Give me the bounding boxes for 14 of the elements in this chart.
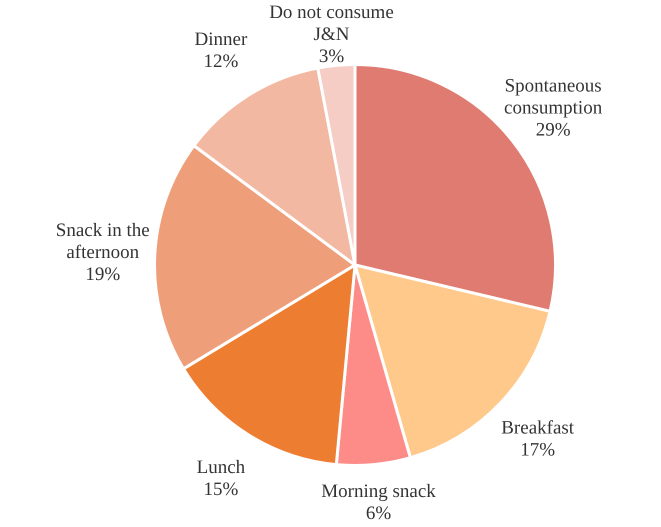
slice-label: Do not consume J&N [269, 2, 394, 45]
data-label: 19% [85, 264, 120, 286]
slice-label: Morning snack [321, 480, 436, 502]
data-label: 12% [203, 51, 238, 72]
slice-label: Lunch [196, 456, 246, 478]
data-label: 15% [203, 478, 238, 500]
data-label: 6% [366, 502, 392, 524]
data-label: 17% [520, 439, 556, 460]
slice-label: Breakfast [501, 417, 575, 438]
slice-label: Dinner [194, 29, 248, 50]
slice-label: Spontaneous consumption [504, 75, 603, 118]
slice-label: Snack in the afternoon [56, 220, 150, 264]
data-label: 29% [536, 119, 571, 140]
data-label: 3% [318, 46, 344, 67]
